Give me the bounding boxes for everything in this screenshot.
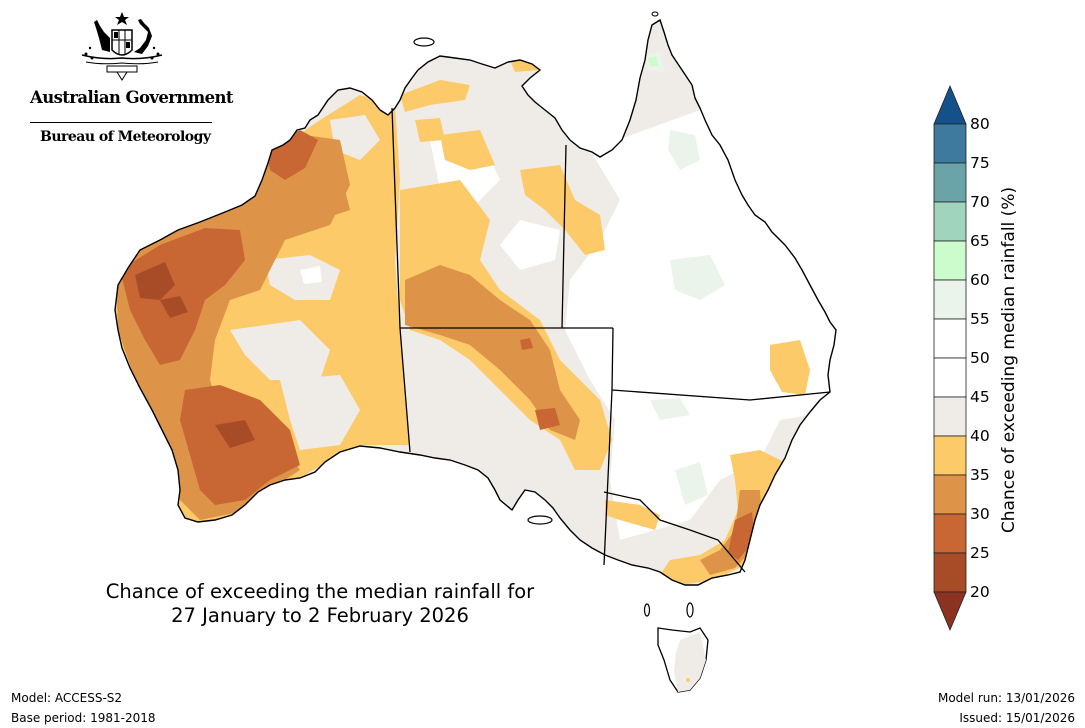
title-line-1: Chance of exceeding the median rainfall …: [105, 580, 535, 603]
org-name-government: Australian Government: [30, 88, 234, 107]
model-name: Model: ACCESS-S2: [11, 691, 123, 705]
map-title: Chance of exceeding the median rainfall …: [80, 580, 560, 628]
bom-logo: Australian Government Bureau of Meteorol…: [24, 10, 234, 145]
tick-55: 55: [970, 310, 990, 328]
border-qld-nsw: [611, 389, 831, 401]
model-run-date: Model run: 13/01/2026: [937, 691, 1075, 705]
border-nt-qld: [561, 144, 567, 329]
border-nsw-vic: [603, 491, 746, 573]
colorbar-label: Chance of exceeding median rainfall (%): [999, 186, 1019, 534]
tick-25: 25: [970, 544, 990, 562]
base-period: Base period: 1981-2018: [11, 711, 156, 725]
tick-35: 35: [970, 466, 990, 484]
tick-30: 30: [970, 505, 990, 523]
org-name-bureau: Bureau of Meteorology: [40, 129, 211, 145]
tick-45: 45: [970, 388, 990, 406]
issued-date: Issued: 15/01/2026: [959, 711, 1075, 725]
footer-right: Model run: 13/01/2026 Issued: 15/01/2026: [938, 688, 1075, 728]
tick-40: 40: [970, 427, 990, 445]
tick-20: 20: [970, 583, 990, 601]
title-line-2: 27 January to 2 February 2026: [171, 604, 469, 627]
tick-65: 65: [970, 232, 990, 250]
tick-80: 80: [970, 115, 990, 133]
coat-of-arms-icon: [81, 12, 163, 81]
state-borders: [391, 107, 831, 573]
logo-divider: [30, 122, 212, 123]
footer-left: Model: ACCESS-S2 Base period: 1981-2018: [11, 688, 156, 728]
rainfall-probability-field: [115, 43, 836, 585]
colorbar-min-arrow: [933, 591, 967, 632]
tick-75: 75: [970, 154, 990, 172]
colorbar-max-arrow: [933, 84, 967, 125]
tick-50: 50: [970, 349, 990, 367]
tick-70: 70: [970, 193, 990, 211]
tick-60: 60: [970, 271, 990, 289]
colorbar: [933, 84, 967, 632]
